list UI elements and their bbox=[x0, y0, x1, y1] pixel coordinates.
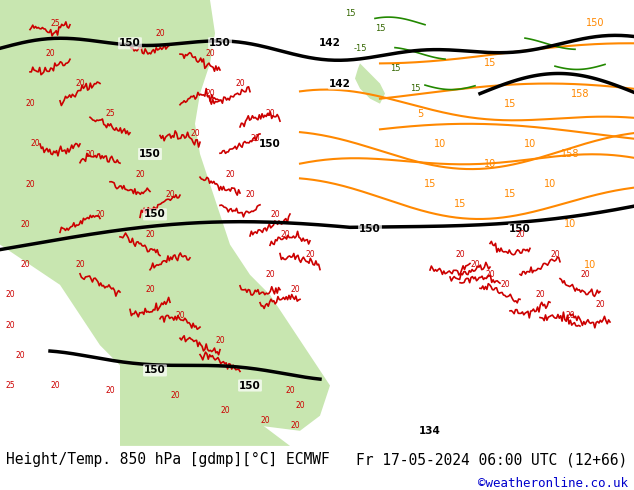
Text: 20: 20 bbox=[175, 311, 185, 319]
Text: 20: 20 bbox=[260, 416, 270, 425]
Text: 150: 150 bbox=[259, 139, 281, 149]
Text: 20: 20 bbox=[245, 190, 255, 199]
Text: 20: 20 bbox=[280, 230, 290, 239]
Text: 20: 20 bbox=[500, 280, 510, 290]
Polygon shape bbox=[0, 0, 330, 431]
Text: 20: 20 bbox=[30, 140, 40, 148]
Text: 15: 15 bbox=[504, 98, 516, 109]
Polygon shape bbox=[355, 63, 385, 104]
Text: 10: 10 bbox=[524, 139, 536, 149]
Text: 20: 20 bbox=[550, 250, 560, 259]
Text: 150: 150 bbox=[144, 366, 166, 375]
Text: 5: 5 bbox=[417, 109, 423, 119]
Text: 20: 20 bbox=[595, 300, 605, 310]
Text: 20: 20 bbox=[220, 406, 230, 415]
Text: 20: 20 bbox=[190, 129, 200, 138]
Text: 20: 20 bbox=[250, 134, 260, 144]
Text: 20: 20 bbox=[85, 149, 95, 158]
Text: 20: 20 bbox=[290, 285, 300, 294]
Text: 15: 15 bbox=[424, 179, 436, 189]
Text: 20: 20 bbox=[215, 336, 225, 344]
Text: 20: 20 bbox=[285, 386, 295, 395]
Text: 20: 20 bbox=[75, 260, 85, 269]
Text: 25: 25 bbox=[50, 19, 60, 27]
Text: 20: 20 bbox=[50, 381, 60, 390]
Text: 150: 150 bbox=[359, 224, 381, 235]
Text: 150: 150 bbox=[119, 38, 141, 49]
Text: 20: 20 bbox=[5, 320, 15, 330]
Text: 150: 150 bbox=[139, 149, 161, 159]
Text: 20: 20 bbox=[25, 99, 35, 108]
Text: 20: 20 bbox=[455, 250, 465, 259]
Text: 20: 20 bbox=[145, 285, 155, 294]
Text: 20: 20 bbox=[20, 220, 30, 229]
Polygon shape bbox=[120, 295, 290, 446]
Text: 15: 15 bbox=[454, 199, 466, 209]
Text: 10: 10 bbox=[434, 139, 446, 149]
Text: 10: 10 bbox=[584, 260, 596, 270]
Text: 20: 20 bbox=[45, 49, 55, 58]
Text: 150: 150 bbox=[586, 18, 604, 28]
Text: 150: 150 bbox=[144, 209, 166, 220]
Text: 15: 15 bbox=[345, 9, 355, 18]
Text: 20: 20 bbox=[5, 291, 15, 299]
Text: 20: 20 bbox=[295, 401, 305, 410]
Text: 20: 20 bbox=[580, 270, 590, 279]
Text: 20: 20 bbox=[15, 351, 25, 360]
Text: 10: 10 bbox=[564, 220, 576, 229]
Text: Fr 17-05-2024 06:00 UTC (12+66): Fr 17-05-2024 06:00 UTC (12+66) bbox=[356, 452, 628, 467]
Text: Height/Temp. 850 hPa [gdmp][°C] ECMWF: Height/Temp. 850 hPa [gdmp][°C] ECMWF bbox=[6, 452, 330, 467]
Text: 20: 20 bbox=[235, 79, 245, 88]
Text: 20: 20 bbox=[205, 49, 215, 58]
Text: 20: 20 bbox=[565, 311, 575, 319]
Text: 15: 15 bbox=[484, 58, 496, 69]
Text: 20: 20 bbox=[470, 260, 480, 269]
Text: 150: 150 bbox=[239, 381, 261, 391]
Text: 15: 15 bbox=[390, 64, 400, 73]
Text: 20: 20 bbox=[170, 391, 180, 400]
Text: 20: 20 bbox=[305, 250, 315, 259]
Text: 20: 20 bbox=[75, 79, 85, 88]
Text: 150: 150 bbox=[509, 224, 531, 235]
Text: 20: 20 bbox=[265, 109, 275, 118]
Text: 20: 20 bbox=[205, 89, 215, 98]
Text: 15: 15 bbox=[504, 189, 516, 199]
Text: 158: 158 bbox=[560, 149, 579, 159]
Text: 150: 150 bbox=[209, 38, 231, 49]
Text: 25: 25 bbox=[5, 381, 15, 390]
Text: 20: 20 bbox=[165, 190, 175, 199]
Text: 20: 20 bbox=[225, 170, 235, 179]
Text: 10: 10 bbox=[484, 159, 496, 169]
Text: 20: 20 bbox=[265, 270, 275, 279]
Text: 158: 158 bbox=[571, 89, 589, 98]
Text: 134: 134 bbox=[419, 426, 441, 436]
Text: 20: 20 bbox=[485, 270, 495, 279]
Text: 25: 25 bbox=[105, 109, 115, 118]
Text: 20: 20 bbox=[515, 230, 525, 239]
Text: 15: 15 bbox=[410, 84, 420, 93]
Text: 20: 20 bbox=[290, 421, 300, 430]
Text: 20: 20 bbox=[145, 230, 155, 239]
Text: 20: 20 bbox=[20, 260, 30, 269]
Text: -15: -15 bbox=[353, 44, 366, 53]
Text: 20: 20 bbox=[155, 29, 165, 38]
Text: 20: 20 bbox=[25, 180, 35, 189]
Text: 15: 15 bbox=[375, 24, 385, 33]
Text: 20: 20 bbox=[105, 386, 115, 395]
Text: 20: 20 bbox=[270, 210, 280, 219]
Text: 20: 20 bbox=[535, 291, 545, 299]
Text: 142: 142 bbox=[319, 38, 341, 49]
Text: ©weatheronline.co.uk: ©weatheronline.co.uk bbox=[477, 476, 628, 490]
Text: 10: 10 bbox=[544, 179, 556, 189]
Text: 20: 20 bbox=[135, 170, 145, 179]
Text: 142: 142 bbox=[329, 78, 351, 89]
Text: 20: 20 bbox=[95, 210, 105, 219]
